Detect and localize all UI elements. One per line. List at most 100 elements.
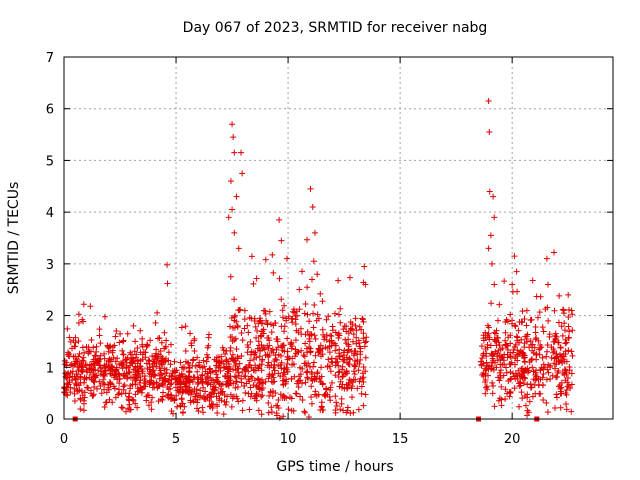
data-point: [318, 379, 325, 386]
data-point: [482, 365, 489, 372]
data-point: [234, 354, 241, 361]
data-point: [360, 402, 367, 409]
data-point: [208, 377, 215, 384]
axis-ticks: 0 5 10 15 20 0 1 2 3 4 5 6 7: [46, 51, 613, 447]
data-point: [80, 354, 87, 361]
data-point: [262, 352, 269, 359]
data-point: [218, 353, 225, 360]
data-point: [248, 315, 255, 322]
data-point: [199, 372, 206, 379]
y-tick-label: 5: [46, 154, 54, 169]
data-point: [524, 381, 531, 388]
data-point: [171, 396, 178, 403]
data-point: [199, 404, 206, 411]
data-point: [349, 383, 356, 390]
data-point: [562, 377, 569, 384]
data-point: [343, 368, 350, 375]
data-point: [89, 376, 96, 383]
data-point: [132, 400, 139, 407]
data-point: [490, 366, 497, 373]
y-tick-label: 0: [46, 413, 54, 428]
data-point: [174, 381, 181, 388]
data-point: [262, 378, 269, 385]
data-point: [281, 348, 288, 355]
data-point: [178, 370, 185, 377]
data-point: [170, 410, 177, 417]
data-point: [286, 394, 293, 401]
data-point: [272, 352, 279, 359]
data-point: [200, 357, 207, 364]
data-point: [537, 293, 544, 300]
data-point: [101, 403, 108, 410]
data-point: [503, 364, 510, 371]
data-point: [121, 381, 128, 388]
data-point: [159, 393, 166, 400]
data-point: [273, 357, 280, 364]
data-point: [199, 379, 206, 386]
data-point: [195, 361, 202, 368]
data-point: [258, 342, 265, 349]
data-point: [222, 401, 229, 408]
data-point: [537, 376, 544, 383]
data-point: [347, 410, 354, 417]
data-point: [147, 337, 154, 344]
data-point: [165, 394, 172, 401]
data-point: [281, 302, 288, 309]
data-point: [353, 340, 360, 347]
data-point: [532, 371, 539, 378]
data-point: [171, 358, 178, 365]
data-point: [296, 286, 303, 293]
data-point: [531, 344, 538, 351]
data-point: [491, 403, 498, 410]
data-point: [260, 307, 267, 314]
data-point: [212, 367, 219, 374]
data-point: [247, 338, 254, 345]
data-point: [524, 394, 531, 401]
data-point: [244, 322, 251, 329]
data-point: [507, 389, 514, 396]
data-point: [295, 384, 302, 391]
data-point: [283, 255, 290, 262]
data-point: [234, 324, 241, 331]
data-point: [248, 348, 255, 355]
data-point: [498, 396, 505, 403]
data-point: [120, 337, 127, 344]
data-point: [88, 336, 95, 343]
data-point: [239, 397, 246, 404]
data-point: [200, 384, 207, 391]
data-point: [214, 374, 221, 381]
data-point: [155, 383, 162, 390]
data-point: [239, 369, 246, 376]
data-point: [520, 380, 527, 387]
data-point: [203, 374, 210, 381]
data-point: [339, 373, 346, 380]
data-points: [61, 97, 576, 422]
data-point: [489, 390, 496, 397]
data-point: [509, 281, 516, 288]
data-point: [511, 322, 518, 329]
data-point: [301, 360, 308, 367]
data-point: [492, 348, 499, 355]
data-point: [178, 324, 185, 331]
data-point: [278, 323, 285, 330]
data-point: [130, 397, 137, 404]
data-point: [562, 351, 569, 358]
data-point: [275, 362, 282, 369]
data-point: [530, 349, 537, 356]
data-point: [554, 353, 561, 360]
data-point: [120, 351, 127, 358]
data-point: [517, 379, 524, 386]
data-point: [231, 373, 238, 380]
data-point: [214, 403, 221, 410]
data-point: [338, 395, 345, 402]
data-point: [507, 311, 514, 318]
data-point: [544, 348, 551, 355]
data-point: [350, 331, 357, 338]
data-point: [308, 276, 315, 283]
data-point: [539, 354, 546, 361]
data-point: [322, 344, 329, 351]
data-point: [321, 392, 328, 399]
data-point: [479, 355, 486, 362]
data-point: [526, 398, 533, 405]
data-point: [354, 385, 361, 392]
